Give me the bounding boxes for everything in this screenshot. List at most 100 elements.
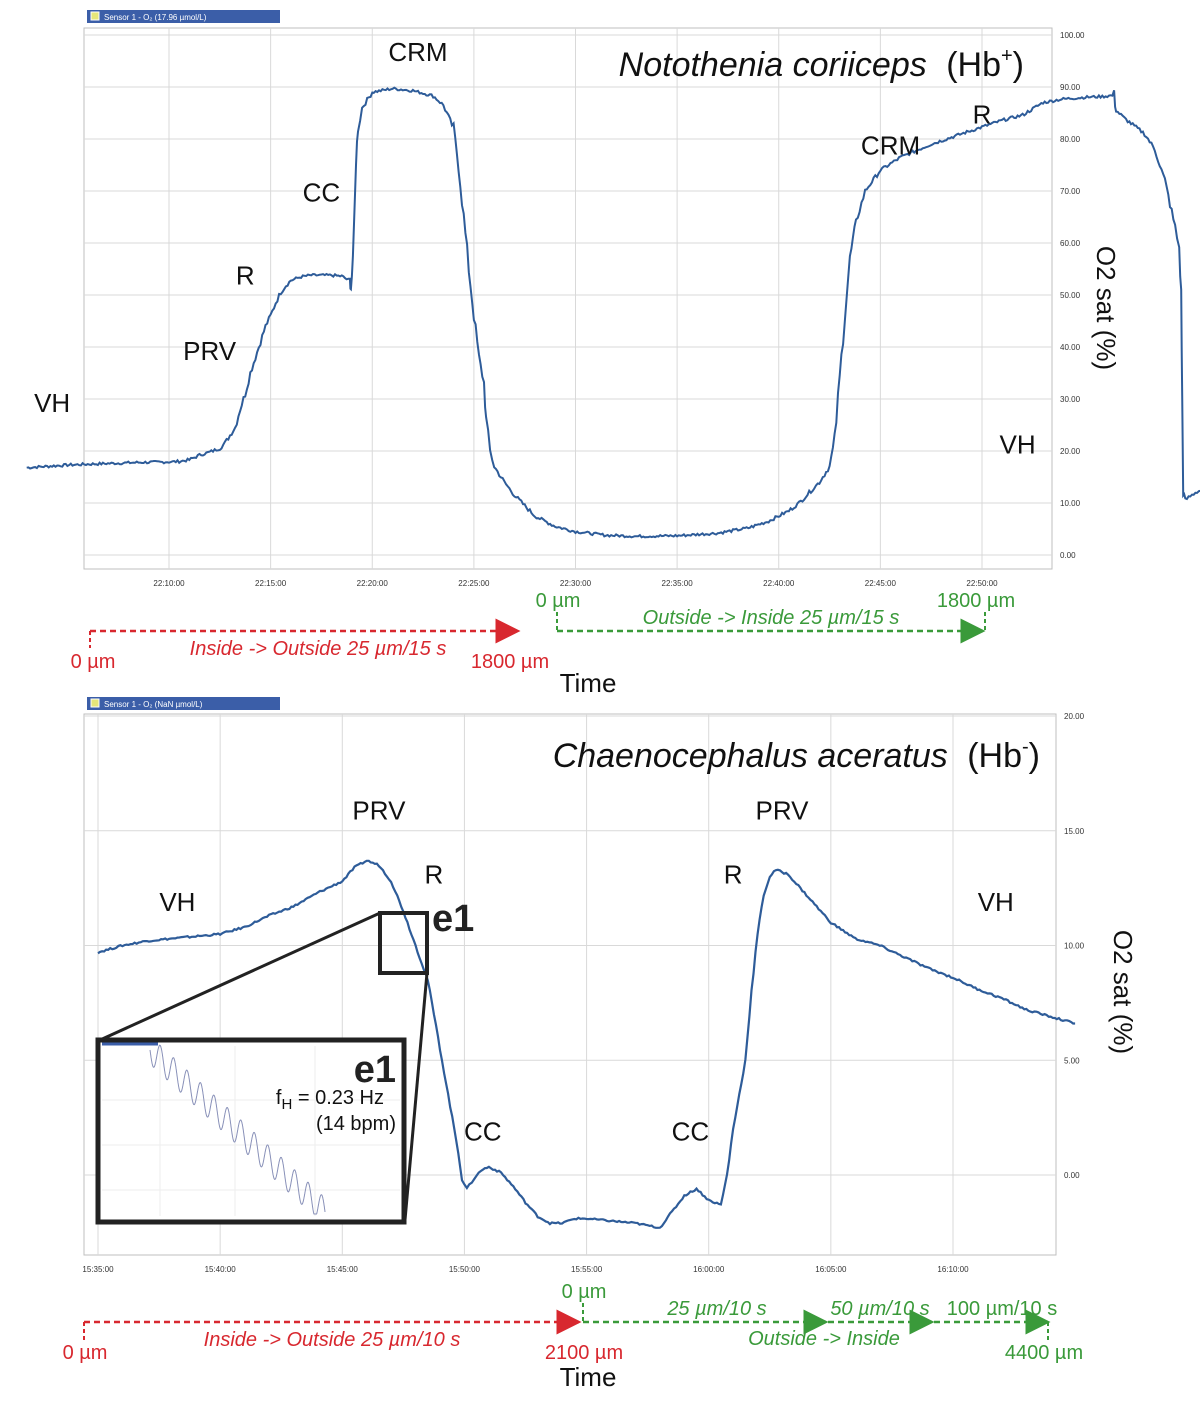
top-green-end: 1800 µm (937, 590, 1015, 612)
stage-label: CRM (388, 37, 447, 67)
stage-label: VH (1000, 430, 1036, 460)
top-chart-title: Notothenia coriiceps (Hb+) (619, 45, 1024, 84)
bottom-green-step1: 25 µm/10 s (666, 1298, 766, 1320)
stage-label: VH (159, 887, 195, 917)
top-legend-swatch (90, 11, 100, 21)
stage-label: R (724, 860, 743, 890)
y-tick-label: 50.00 (1060, 291, 1081, 300)
y-tick-label: 40.00 (1060, 343, 1081, 352)
bottom-chart: 0.00 5.00 10.00 15.00 20.00 15:35:00 15:40:00… (63, 697, 1138, 1392)
inset-heart-rate: fH = 0.23 Hz (276, 1087, 384, 1113)
top-red-end: 1800 µm (471, 651, 549, 673)
top-green-start: 0 µm (536, 590, 581, 612)
bottom-red-direction: Inside -> Outside 25 µm/10 s (204, 1329, 461, 1351)
bottom-legend-swatch (90, 698, 100, 708)
y-tick-label: 20.00 (1060, 447, 1081, 456)
x-tick-label: 22:35:00 (662, 579, 694, 588)
bottom-y-axis-title: O2 sat (%) (1108, 930, 1138, 1054)
inset-label: e1 (354, 1049, 396, 1091)
top-green-direction: Outside -> Inside 25 µm/15 s (643, 607, 900, 629)
top-protocol-green: Outside -> Inside 25 µm/15 s 0 µm 1800 µ… (536, 590, 1015, 644)
bottom-green-direction: Outside -> Inside (748, 1328, 900, 1350)
top-red-start: 0 µm (71, 651, 116, 673)
stage-label: VH (34, 388, 70, 418)
y-tick-label: 0.00 (1064, 1171, 1080, 1180)
bottom-chart-title: Chaenocephalus aceratus (Hb-) (553, 736, 1040, 775)
x-tick-label: 16:05:00 (815, 1265, 847, 1274)
bottom-green-step2: 50 µm/10 s (830, 1298, 929, 1320)
top-chart: 0.00 10.00 20.00 30.00 40.00 50.00 60.00 70.00 8… (26, 10, 1200, 698)
top-plot-frame (83, 27, 1053, 570)
bottom-red-end: 2100 µm (545, 1342, 623, 1364)
inset-bpm: (14 bpm) (316, 1113, 396, 1135)
x-tick-label: 15:55:00 (571, 1265, 603, 1274)
bottom-protocol-red: Inside -> Outside 25 µm/10 s 0 µm 2100 µ… (63, 1309, 623, 1364)
top-legend-label: Sensor 1 - O₂ (17.96 µmol/L) (104, 13, 207, 22)
x-tick-label: 15:50:00 (449, 1265, 481, 1274)
stage-label: CC (303, 177, 341, 207)
top-grid (84, 28, 1052, 569)
bottom-green-step3: 100 µm/10 s (947, 1298, 1057, 1320)
top-x-ticks: 22:10:00 22:15:00 22:20:00 22:25:00 22:30:00… (153, 579, 998, 588)
y-tick-label: 10.00 (1060, 499, 1081, 508)
x-tick-label: 22:25:00 (458, 579, 490, 588)
zoom-box (378, 911, 429, 975)
x-tick-label: 15:45:00 (327, 1265, 359, 1274)
y-tick-label: 90.00 (1060, 83, 1081, 92)
stage-label: R (236, 261, 255, 291)
bottom-legend-box[interactable] (87, 697, 280, 710)
top-protocol-red: Inside -> Outside 25 µm/15 s 0 µm 1800 µ… (71, 618, 549, 673)
stage-label: R (425, 860, 444, 890)
zoom-box-label: e1 (432, 898, 474, 940)
bottom-green-end: 4400 µm (1005, 1342, 1083, 1364)
x-tick-label: 22:50:00 (966, 579, 998, 588)
bottom-y-ticks: 0.00 5.00 10.00 15.00 20.00 (1064, 712, 1085, 1180)
x-tick-label: 15:40:00 (205, 1265, 237, 1274)
stage-label: CC (464, 1117, 502, 1147)
bottom-legend-label: Sensor 1 - O₂ (NaN µmol/L) (104, 700, 203, 709)
top-red-direction: Inside -> Outside 25 µm/15 s (190, 638, 447, 660)
y-tick-label: 70.00 (1060, 187, 1081, 196)
x-tick-label: 22:40:00 (763, 579, 795, 588)
x-tick-label: 22:45:00 (865, 579, 897, 588)
stage-label: CC (672, 1117, 710, 1147)
inset-heartbeat-wave (149, 1044, 326, 1215)
bottom-stage-labels: VH PRV R CC PRV R CC VH (159, 795, 1013, 1146)
bottom-grid (84, 714, 1056, 1255)
x-tick-label: 22:15:00 (255, 579, 287, 588)
x-tick-label: 22:30:00 (560, 579, 592, 588)
bottom-x-ticks: 15:35:00 15:40:00 15:45:00 15:50:00 15:55:00… (82, 1265, 969, 1274)
y-tick-label: 20.00 (1064, 712, 1085, 721)
x-tick-label: 22:20:00 (357, 579, 389, 588)
top-legend-box[interactable] (87, 10, 280, 23)
x-tick-label: 22:10:00 (153, 579, 185, 588)
x-tick-label: 16:00:00 (693, 1265, 725, 1274)
inset-panel: e1 fH = 0.23 Hz (14 bpm) (95, 1037, 407, 1225)
y-tick-label: 10.00 (1064, 942, 1085, 951)
top-y-ticks: 0.00 10.00 20.00 30.00 40.00 50.00 60.00 70.00 8… (1060, 31, 1085, 560)
stage-label: PRV (352, 795, 406, 825)
top-stage-labels: VH PRV R CC CRM CRM R VH (34, 37, 1036, 460)
top-series-line (26, 86, 1200, 539)
y-tick-label: 30.00 (1060, 395, 1081, 404)
bottom-series-line (97, 859, 1076, 1229)
stage-label: PRV (183, 336, 237, 366)
stage-label: R (973, 99, 992, 129)
y-tick-label: 5.00 (1064, 1056, 1080, 1065)
y-tick-label: 100.00 (1060, 31, 1085, 40)
stage-label: CRM (861, 131, 920, 161)
bottom-x-axis-title: Time (560, 1362, 617, 1392)
bottom-red-start: 0 µm (63, 1342, 108, 1364)
bottom-protocol-green: 0 µm 25 µm/10 s 50 µm/10 s 100 µm/10 s O… (562, 1281, 1084, 1364)
x-tick-label: 16:10:00 (937, 1265, 969, 1274)
stage-label: VH (978, 887, 1014, 917)
x-tick-label: 15:35:00 (82, 1265, 114, 1274)
y-tick-label: 60.00 (1060, 239, 1081, 248)
y-tick-label: 15.00 (1064, 827, 1085, 836)
top-x-axis-title: Time (560, 668, 617, 698)
y-tick-label: 0.00 (1060, 551, 1076, 560)
bottom-green-start: 0 µm (562, 1281, 607, 1303)
y-tick-label: 80.00 (1060, 135, 1081, 144)
top-y-axis-title: O2 sat (%) (1091, 246, 1121, 370)
